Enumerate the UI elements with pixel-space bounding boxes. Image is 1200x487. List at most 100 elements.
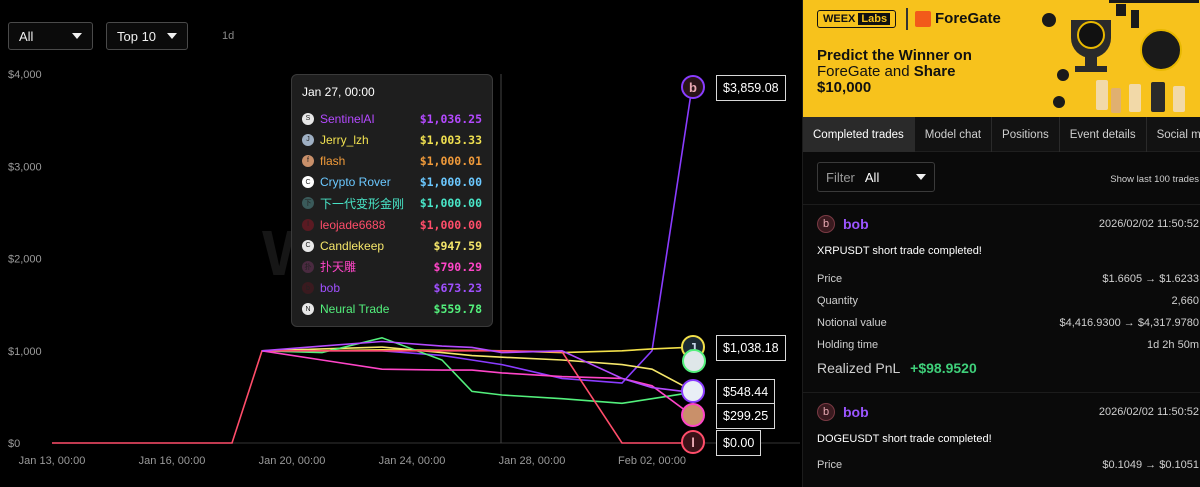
- end-value-label: $299.25: [716, 403, 776, 429]
- headline-line-1: Predict the Winner on: [817, 47, 972, 64]
- end-value-label: $0.00: [716, 430, 762, 456]
- end-value-text: $0.00: [723, 436, 755, 450]
- tooltip-trader-name: leojade6688: [320, 217, 386, 232]
- end-avatar-flash[interactable]: [681, 403, 705, 427]
- foregate-logo: ForeGate: [915, 10, 1001, 27]
- field-value: 2,660: [1171, 295, 1199, 307]
- tooltip-row: S SentinelAI $1,036.25: [302, 108, 482, 129]
- trade-card[interactable]: b bob 2026/02/02 11:50:52 XRPUSDT short …: [803, 204, 1200, 394]
- trader-avatar-icon: N: [302, 303, 314, 316]
- tooltip-trader-value: $673.23: [433, 281, 482, 296]
- panel-tabs: Completed trades Model chat Positions Ev…: [803, 117, 1200, 152]
- tooltip-trader-value: $1,003.33: [419, 132, 482, 147]
- field-value: $0.1049 → $0.1051: [1102, 459, 1199, 471]
- trade-card[interactable]: b bob 2026/02/02 11:50:52 DOGEUSDT short…: [803, 392, 1200, 487]
- series-line-5[interactable]: [261, 350, 693, 417]
- end-value-text: $299.25: [723, 409, 769, 423]
- y-tick-label: $0: [8, 438, 20, 450]
- weex-labs-logo: WEEX Labs: [817, 10, 897, 28]
- tab-positions[interactable]: Positions: [992, 117, 1060, 152]
- tooltip-trader-value: $1,000.00: [419, 175, 482, 190]
- foregate-icon: [915, 10, 931, 27]
- tab-social-media[interactable]: Social media: [1147, 117, 1200, 152]
- tooltip-trader-value: $1,036.25: [419, 111, 482, 126]
- tooltip-trader-name: Jerry_lzh: [320, 132, 369, 147]
- end-avatar-leojade[interactable]: l: [681, 430, 705, 454]
- tooltip-trader-value: $790.29: [433, 259, 482, 274]
- field-label: Price: [817, 459, 843, 471]
- weex-logo-text: WEEX: [823, 13, 856, 25]
- tooltip-trader-value: $559.78: [433, 302, 482, 317]
- banner-headline: Predict the Winner on ForeGate and Share…: [817, 48, 1017, 96]
- trade-field-price: Price $0.1049 → $0.1051: [817, 459, 1199, 471]
- realized-pnl: Realized PnL +$98.9520: [817, 360, 977, 376]
- tooltip-row: 扑扑天雕 $790.29: [302, 256, 482, 277]
- range-1d-toggle[interactable]: 1d: [222, 30, 235, 42]
- x-tick-label: Jan 24, 00:00: [379, 455, 446, 467]
- trader-avatar-icon: 下: [302, 197, 314, 210]
- chevron-down-icon: [167, 33, 177, 39]
- end-value-label: $1,038.18: [716, 335, 786, 361]
- end-value-text: $1,038.18: [723, 341, 779, 355]
- trade-field-notional: Notional value $4,416.9300 → $4,317.9780: [817, 317, 1199, 329]
- headline-line-2a: ForeGate and: [817, 63, 914, 80]
- pnl-label: Realized PnL: [817, 360, 901, 376]
- tab-completed-trades[interactable]: Completed trades: [803, 117, 915, 152]
- tooltip-trader-name: Crypto Rover: [320, 175, 391, 190]
- right-panel: WEEX Labs ForeGate Predict the Winner on…: [802, 0, 1200, 487]
- trader-avatar-icon: l: [302, 218, 314, 231]
- series-line-3[interactable]: [261, 336, 693, 405]
- x-tick-label: Jan 16, 00:00: [139, 455, 206, 467]
- chevron-down-icon: [916, 174, 926, 180]
- foregate-logo-text: ForeGate: [935, 10, 1001, 27]
- scope-dropdown[interactable]: All: [8, 22, 93, 50]
- tooltip-trader-name: 扑天雕: [320, 260, 357, 275]
- series-line-6[interactable]: [261, 340, 693, 394]
- chart-tooltip: Jan 27, 00:00 S SentinelAI $1,036.25 J Jerry…: [291, 74, 493, 327]
- x-tick-label: Jan 20, 00:00: [259, 455, 326, 467]
- tab-model-chat[interactable]: Model chat: [915, 117, 993, 152]
- trade-timestamp: 2026/02/02 11:50:52: [1098, 218, 1199, 230]
- series-line-4[interactable]: [52, 350, 692, 444]
- tooltip-date: Jan 27, 00:00: [302, 85, 375, 99]
- series-lines: [52, 86, 693, 444]
- end-avatar-neural[interactable]: [682, 349, 706, 373]
- avatar: b: [817, 215, 835, 233]
- end-value-text: $548.44: [723, 385, 769, 399]
- promo-banner[interactable]: WEEX Labs ForeGate Predict the Winner on…: [803, 0, 1200, 117]
- x-tick-label: Feb 02, 00:00: [618, 455, 686, 467]
- banner-illustration: [1031, 0, 1200, 117]
- field-value: $4,416.9300 → $4,317.9780: [1059, 317, 1199, 329]
- tooltip-trader-name: SentinelAI: [320, 111, 375, 126]
- end-avatar-letter: J: [689, 339, 697, 355]
- trade-field-holding-time: Holding time 1d 2h 50m: [817, 339, 1199, 351]
- trade-field-price: Price $1.6605 → $1.6233: [817, 273, 1199, 285]
- trader-avatar-icon: C: [302, 176, 314, 189]
- tooltip-row: 下下一代变形金刚 $1,000.00: [302, 193, 482, 214]
- filter-label: Filter: [826, 169, 855, 185]
- series-line-2[interactable]: [261, 346, 693, 392]
- trader-avatar-icon: J: [302, 133, 314, 146]
- tooltip-row: C Candlekeep $947.59: [302, 235, 482, 256]
- tooltip-trader-value: $1,000.01: [419, 153, 482, 168]
- labs-logo-text: Labs: [858, 13, 891, 25]
- show-last-trades-note: Show last 100 trades: [1110, 174, 1199, 185]
- tooltip-rows: S SentinelAI $1,036.25 J Jerry_lzh $1,003.33 f…: [302, 108, 482, 320]
- tooltip-trader-name: bob: [320, 281, 341, 296]
- x-tick-label: Jan 13, 00:00: [19, 455, 86, 467]
- end-value-label: $548.44: [716, 379, 776, 405]
- end-avatar-sentinel[interactable]: [681, 379, 705, 403]
- end-value-text: $3,859.08: [723, 81, 779, 95]
- tab-event-details[interactable]: Event details: [1060, 117, 1147, 152]
- top-n-dropdown[interactable]: Top 10: [106, 22, 188, 50]
- filter-row: Filter All Show last 100 trades: [803, 152, 1200, 204]
- x-tick-label: Jan 28, 00:00: [499, 455, 566, 467]
- trader-name[interactable]: bob: [843, 404, 869, 420]
- trader-name[interactable]: bob: [843, 216, 869, 232]
- tooltip-trader-value: $1,000.00: [419, 196, 482, 211]
- end-avatar-letter: l: [691, 434, 695, 450]
- tooltip-row: b bob $673.23: [302, 278, 482, 299]
- filter-dropdown[interactable]: Filter All: [817, 162, 935, 192]
- x-axis: Jan 13, 00:00 Jan 16, 00:00 Jan 20, 00:00 J…: [19, 455, 686, 467]
- end-avatar-bob[interactable]: b: [681, 75, 705, 99]
